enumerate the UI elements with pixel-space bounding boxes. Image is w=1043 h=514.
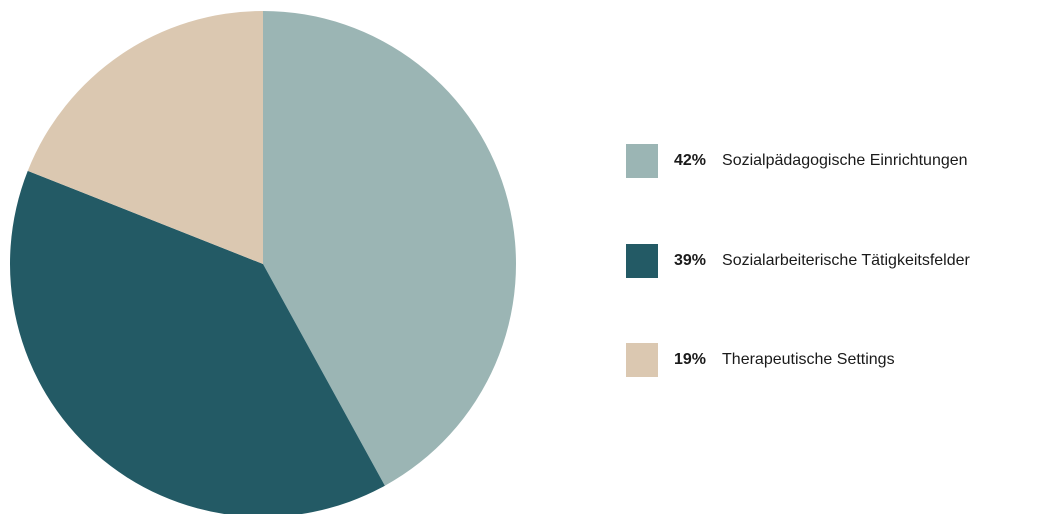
pie-slice-0 <box>263 11 516 486</box>
legend-item-sozialarbeiterische-taetigkeitsfelder: 39% Sozialarbeiterische Tätigkeitsfelder <box>626 244 970 278</box>
legend-percent: 42% <box>674 152 707 169</box>
legend-label: Therapeutische Settings <box>722 351 895 368</box>
pie-slice-1 <box>10 170 385 514</box>
legend-percent: 19% <box>674 351 707 368</box>
legend-swatch-sozialpaedagogische-einrichtungen <box>626 144 658 178</box>
legend-label: Sozialpädagogische Einrichtungen <box>722 152 968 169</box>
pie-chart <box>10 11 516 514</box>
legend-label: Sozialarbeiterische Tätigkeitsfelder <box>722 252 970 269</box>
legend-percent: 39% <box>674 252 707 269</box>
legend-swatch-therapeutische-settings <box>626 343 658 377</box>
legend-item-sozialpaedagogische-einrichtungen: 42% Sozialpädagogische Einrichtungen <box>626 144 968 178</box>
legend-swatch-sozialarbeiterische-taetigkeitsfelder <box>626 244 658 278</box>
legend-item-therapeutische-settings: 19% Therapeutische Settings <box>626 343 895 377</box>
pie-slice-2 <box>27 11 264 264</box>
chart-legend: 42% Sozialpädagogische Einrichtungen 39%… <box>626 0 1043 514</box>
